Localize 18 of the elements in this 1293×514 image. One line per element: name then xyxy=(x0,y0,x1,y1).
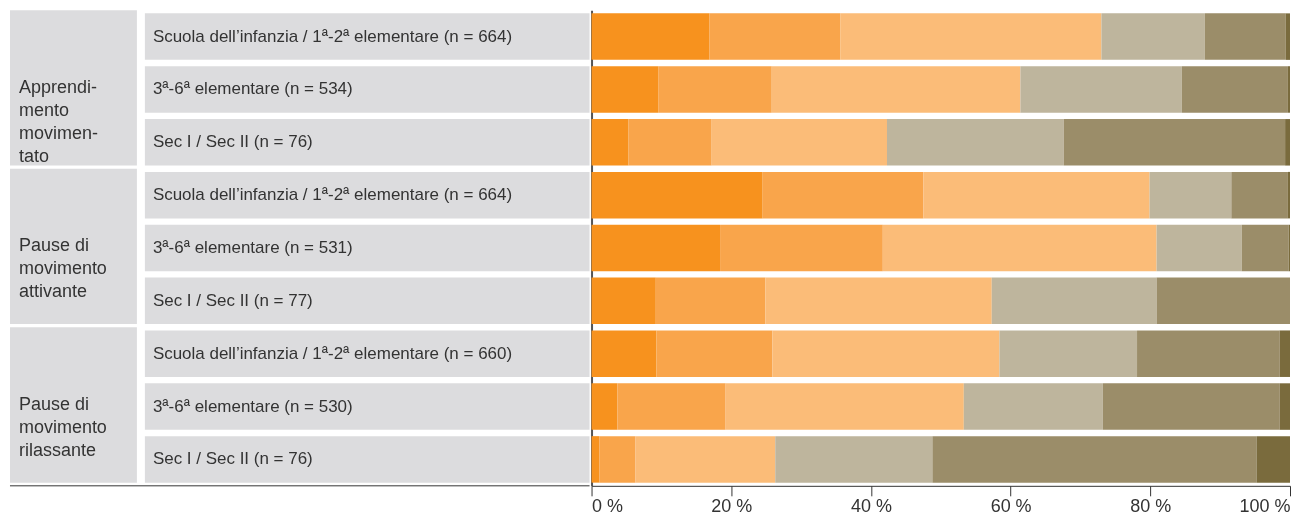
y-tick-label: Sec I / Sec II (n = 77) xyxy=(152,290,313,310)
y-tick-label: Sec I / Sec II (n = 76) xyxy=(152,449,313,469)
y-tick-label: Sec I / Sec II (n = 76) xyxy=(152,132,313,152)
x-tick-label: 20 % xyxy=(711,496,753,514)
y-tick-label: 3ª-6ª elementare (n = 534) xyxy=(152,79,353,99)
y-tick-label: Scuola dell’infanzia / 1ª-2ª elementare (n = 664) xyxy=(152,26,513,46)
text: Pause di movimento attivante xyxy=(18,235,107,302)
x-tick-label: 40 % xyxy=(850,496,892,514)
x-tick-label: 100 % xyxy=(1239,496,1291,514)
x-tick-label: 60 % xyxy=(990,496,1032,514)
x-tick-label: 80 % xyxy=(1130,496,1172,514)
y-tick-label: Scuola dell’infanzia / 1ª-2ª elementare (n = 664) xyxy=(152,185,513,205)
y-tick-label: Scuola dell’infanzia / 1ª-2ª elementare (n = 660) xyxy=(152,343,513,363)
y-tick-label: 3ª-6ª elementare (n = 531) xyxy=(152,238,353,257)
y-tick-label: 3ª-6ª elementare (n = 530) xyxy=(152,396,353,416)
x-tick-label: 0 % xyxy=(592,496,624,514)
text: Pause di movimento rilassante xyxy=(18,393,107,460)
text: Apprendi- mento movimen- tato xyxy=(18,76,98,166)
